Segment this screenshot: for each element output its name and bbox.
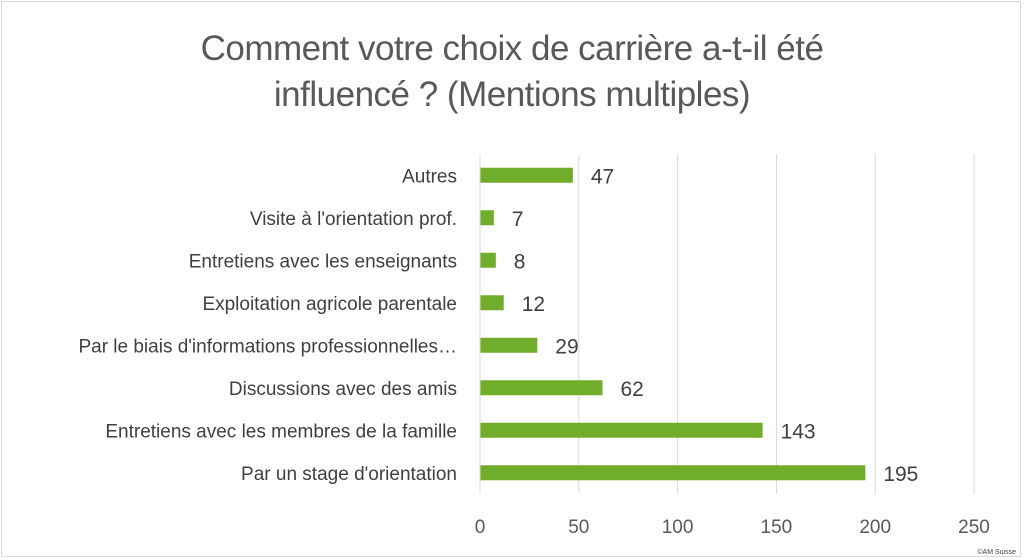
data-label-0: 47	[591, 165, 614, 188]
x-tick-label-0: 0	[475, 517, 486, 538]
chart-title-line-2: influencé ? (Mentions multiples)	[273, 75, 751, 114]
bar-7	[480, 465, 866, 481]
category-label-6: Entretiens avec les membres de la famill…	[105, 421, 457, 442]
data-label-3: 12	[522, 293, 545, 316]
data-label-2: 8	[514, 250, 526, 273]
bar-2	[480, 252, 496, 268]
x-tick-label-2: 100	[662, 517, 694, 538]
bar-1	[480, 210, 494, 226]
x-tick-label-4: 200	[859, 517, 891, 538]
x-tick-label-5: 250	[958, 517, 990, 538]
chart-title: Comment votre choix de carrière a-t-il é…	[0, 26, 1024, 118]
category-label-4: Par le biais d'informations professionne…	[78, 336, 457, 357]
data-label-5: 62	[621, 378, 644, 401]
x-tick-label-3: 150	[761, 517, 793, 538]
category-label-0: Autres	[402, 166, 457, 187]
bar-3	[480, 295, 504, 311]
x-tick-label-1: 50	[568, 517, 589, 538]
category-label-7: Par un stage d'orientation	[241, 464, 457, 485]
credit-text: ©AM Suisse	[977, 549, 1016, 556]
data-label-7: 195	[883, 463, 918, 486]
bar-5	[480, 380, 603, 396]
bar-6	[480, 422, 763, 438]
data-label-4: 29	[555, 335, 578, 358]
bar-4	[480, 337, 538, 353]
data-label-6: 143	[781, 420, 816, 443]
chart-title-line-1: Comment votre choix de carrière a-t-il é…	[200, 29, 824, 68]
bar-0	[480, 167, 573, 183]
category-label-5: Discussions avec des amis	[229, 379, 457, 400]
category-label-1: Visite à l'orientation prof.	[250, 209, 457, 230]
data-label-1: 7	[512, 208, 524, 231]
category-label-3: Exploitation agricole parentale	[202, 294, 457, 315]
category-label-2: Entretiens avec les enseignants	[189, 251, 457, 272]
